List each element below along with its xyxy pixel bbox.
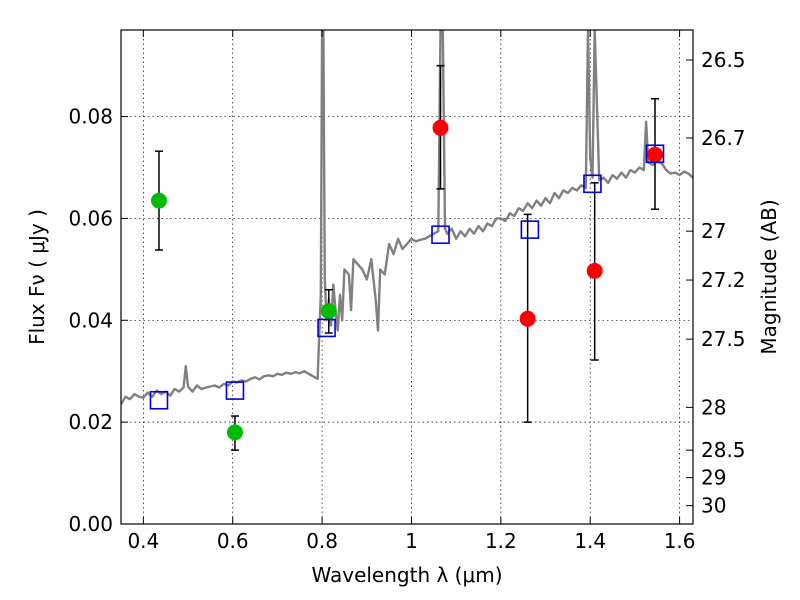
y-tick-label: 0.06 [68,206,113,230]
blue-model-point [520,220,540,239]
right-tick-label: 27.2 [701,268,746,292]
grid [121,30,693,524]
blue-model-point [225,381,245,400]
green-data-point [320,303,337,320]
plot-frame [120,29,694,525]
green-data-point [226,424,243,441]
x-tick-label: 0.4 [127,529,159,553]
blue-model-point [583,174,602,194]
x-tick-label: 0.6 [217,529,249,553]
right-tick-label: 28 [701,395,726,419]
x-axis-label: Wavelength λ (μm) [311,563,502,587]
y-tick-label: 0.00 [68,512,113,536]
data-points-layer [149,64,665,451]
right-tick-label: 27 [701,219,726,243]
right-tick-label: 29 [701,466,726,490]
x-tick-label: 0.8 [306,529,338,553]
red-data-point [519,310,536,327]
red-data-point [586,262,603,279]
y-tick-label: 0.02 [68,410,113,434]
x-tick-label: 1.2 [485,529,517,553]
spectrum-layer [121,30,693,405]
green-data-point [150,192,167,209]
ticks: 0.4 0.6 0.8 1 1.2 1.4 1.6 0.00 0.02 0.04 0.06 0.08 2… [68,30,746,553]
y-tick-label: 0.04 [68,308,113,332]
blue-model-point [149,390,169,410]
spectrum-line [121,30,693,405]
right-tick-label: 26.5 [701,48,746,72]
y-tick-label: 0.08 [68,105,113,129]
x-tick-label: 1 [405,529,418,553]
red-data-point [432,119,449,136]
blue-model-point [645,144,665,164]
right-tick-label: 30 [701,494,726,518]
right-tick-label: 28.5 [701,438,746,462]
blue-model-point [317,318,336,338]
y-axis-label: Flux Fν ( μJy ) [25,209,49,345]
right-axis-label: Magnitude (AB) [757,199,781,354]
right-tick-label: 26.7 [701,126,746,150]
blue-model-point [431,225,450,245]
x-tick-label: 1.4 [574,529,606,553]
x-tick-label: 1.6 [664,529,696,553]
red-data-point [647,146,664,163]
right-tick-label: 27.5 [701,327,746,351]
